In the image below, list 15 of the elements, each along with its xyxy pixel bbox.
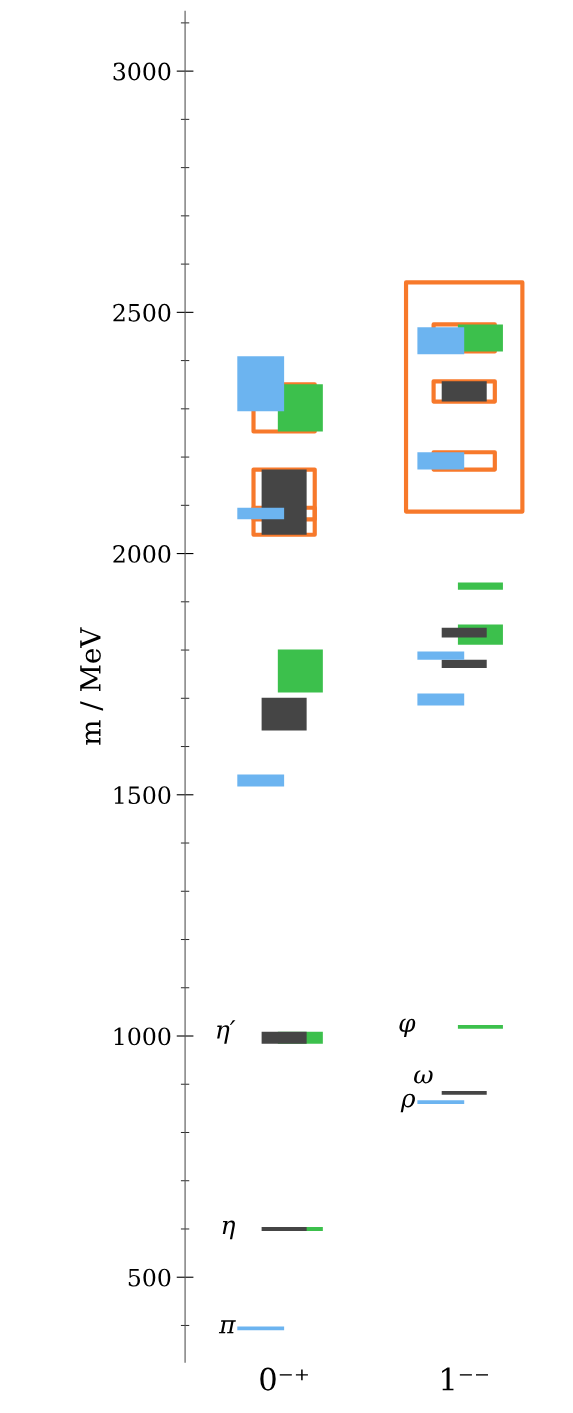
x-tick-label: 0⁻⁺ [260, 1367, 308, 1391]
y-tick-label: 2500 [113, 303, 171, 322]
y-tick-label: 2000 [113, 545, 171, 563]
y-axis-title: m / MeV [80, 627, 104, 745]
annotation: φ [399, 1018, 416, 1038]
annotation: ρ [400, 1093, 416, 1113]
y-tick-label: 3000 [113, 62, 171, 81]
annotation: η′ [217, 1020, 236, 1044]
y-tick-label: 1000 [114, 1027, 171, 1046]
y-tick-label: 1500 [114, 786, 171, 805]
y-tick-label: 500 [128, 1268, 171, 1287]
annotation: π [218, 1320, 236, 1334]
annotation: ω [414, 1070, 433, 1084]
annotation: η [222, 1220, 235, 1240]
x-tick-label: 1⁻⁻ [442, 1367, 489, 1391]
